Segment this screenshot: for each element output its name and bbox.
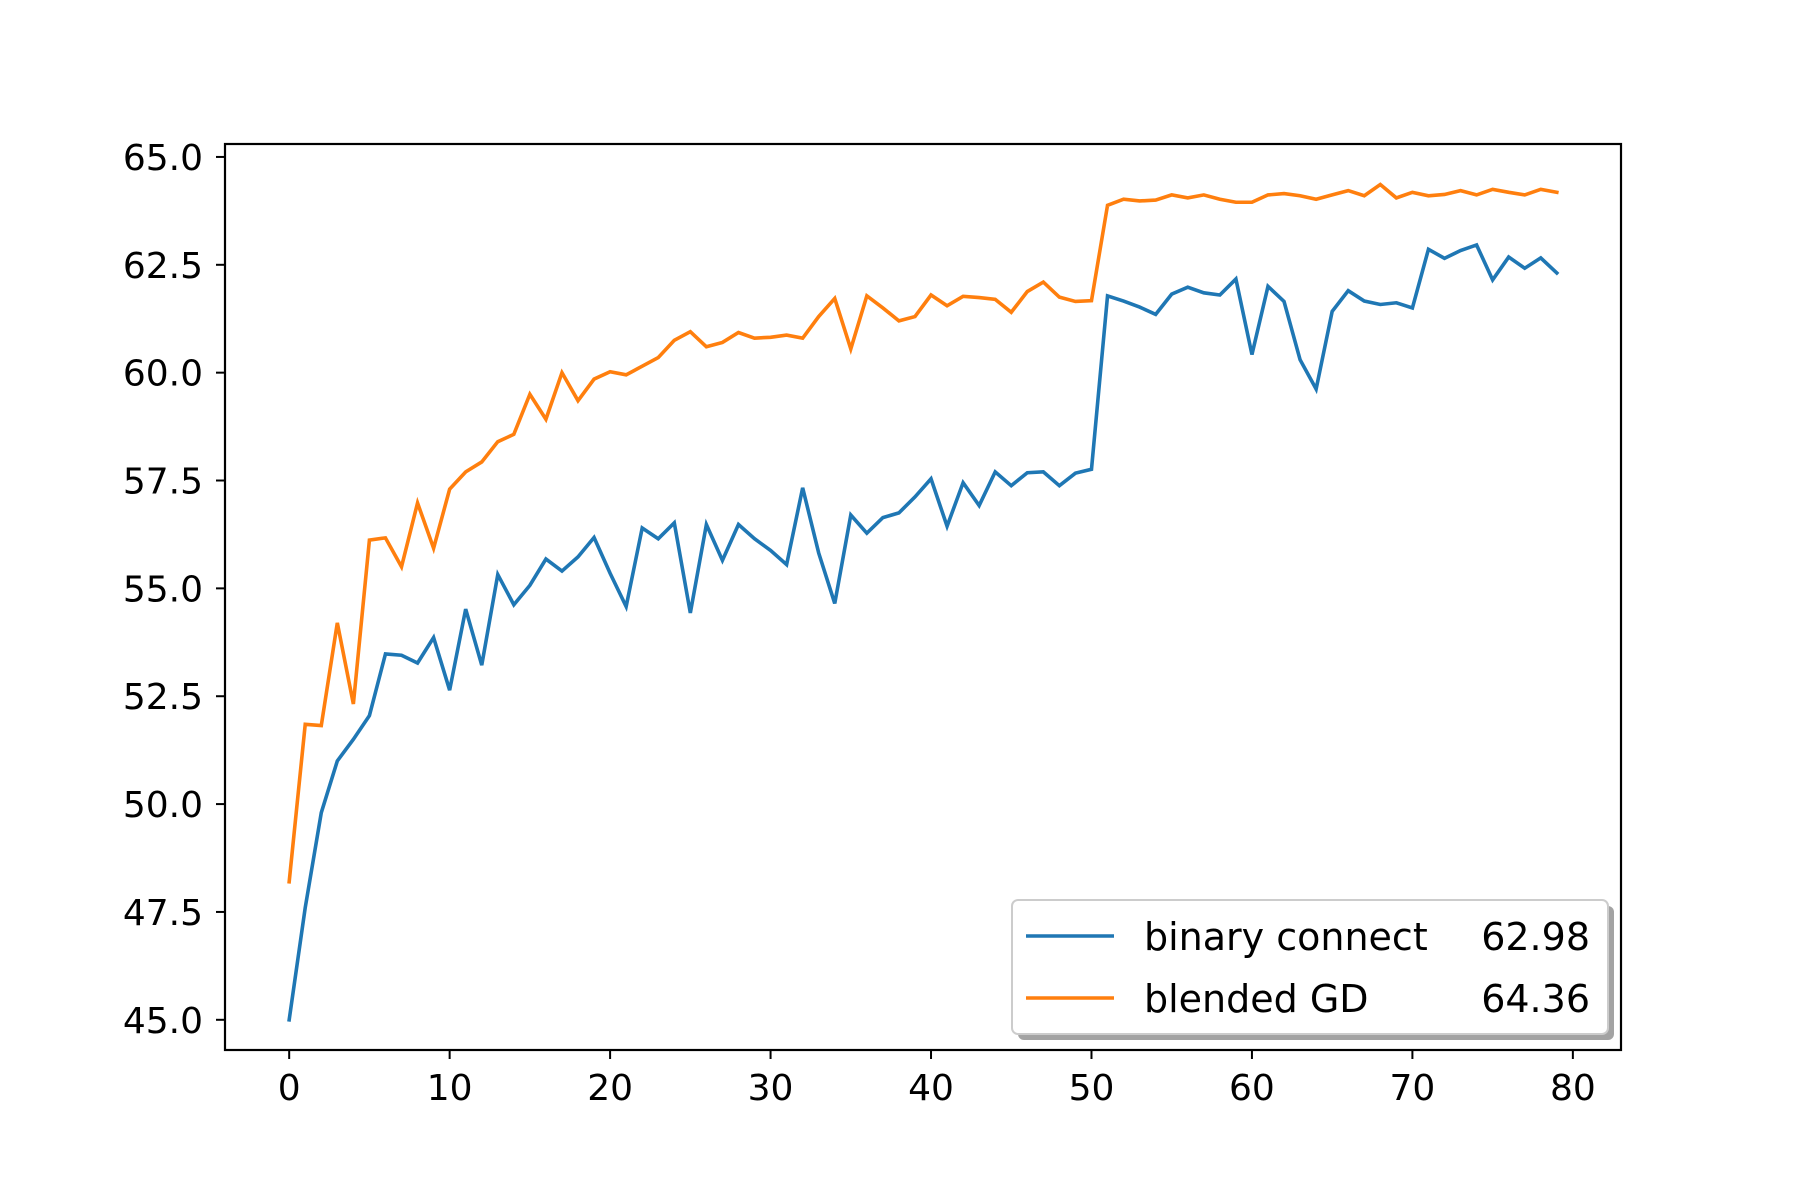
y-tick-label: 47.5 [123, 893, 203, 934]
x-tick-label: 30 [748, 1068, 794, 1109]
x-tick-label: 10 [427, 1068, 473, 1109]
y-tick-label: 52.5 [123, 677, 203, 718]
x-tick-label: 0 [278, 1068, 301, 1109]
axes-frame [223, 142, 1623, 1052]
y-tick-label: 62.5 [123, 246, 203, 287]
y-tick-label: 50.0 [123, 785, 203, 826]
legend-label-1: blended GD [1144, 977, 1369, 1021]
legend: binary connect 62.98 blended GD 64.36 [1011, 899, 1614, 1040]
legend-box [1011, 899, 1609, 1035]
x-tick-label: 80 [1550, 1068, 1596, 1109]
y-tick-label: 60.0 [123, 354, 203, 395]
series-lines [287, 182, 1560, 1022]
x-tick-label: 20 [587, 1068, 633, 1109]
x-tick-label: 40 [908, 1068, 954, 1109]
y-tick-label: 55.0 [123, 569, 203, 610]
x-axis-ticks: 0 10 20 30 40 50 60 70 80 [278, 1050, 1596, 1109]
legend-value-1: 64.36 [1481, 977, 1590, 1021]
y-tick-label: 45.0 [123, 1001, 203, 1042]
x-tick-label: 50 [1069, 1068, 1115, 1109]
series-line-1 [287, 182, 1559, 884]
y-tick-label: 57.5 [123, 462, 203, 503]
legend-value-0: 62.98 [1481, 915, 1590, 959]
x-tick-label: 60 [1229, 1068, 1275, 1109]
legend-label-0: binary connect [1144, 915, 1428, 959]
series-line-0 [287, 242, 1560, 1022]
y-axis-ticks: 45.0 47.5 50.0 52.5 55.0 57.5 60.0 62.5 65.0 [123, 138, 225, 1042]
x-tick-label: 70 [1389, 1068, 1435, 1109]
y-tick-label: 65.0 [123, 138, 203, 179]
